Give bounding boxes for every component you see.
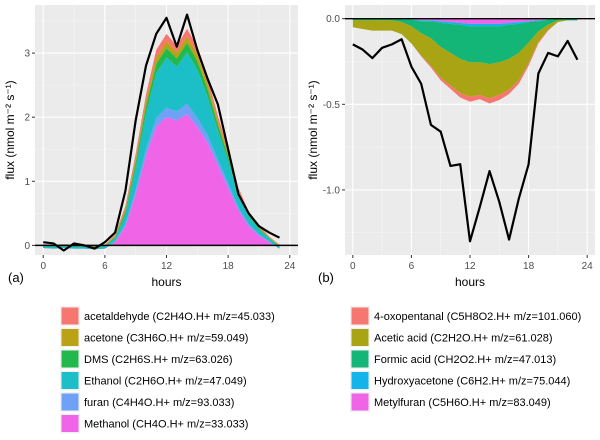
x-tick-label: 18 [223, 261, 235, 272]
area-series-metylfuran [352, 18, 578, 24]
x-tick-label: 12 [464, 261, 476, 272]
total-flux-line [352, 38, 579, 243]
legend-label: 4-oxopentanal (C5H8O2.H+ m/z=101.060) [374, 311, 581, 323]
panel-label: (b) [318, 270, 334, 285]
x-axis-title: hours [455, 275, 485, 289]
y-axis-ticks: 0 1 2 3 [24, 49, 35, 252]
legend-label: Hydroxyacetone (C6H2.H+ m/z=75.044) [374, 376, 570, 388]
x-tick-label: 0 [40, 261, 46, 272]
x-tick-label: 6 [102, 261, 108, 272]
x-axis-title: hours [151, 275, 181, 289]
legend-swatch [61, 307, 79, 325]
x-tick-label: 24 [284, 261, 296, 272]
legend-swatch [61, 415, 79, 432]
legend-swatch [351, 329, 369, 346]
x-tick-label: 0 [350, 261, 356, 272]
area-series-methanol [43, 113, 280, 250]
y-tick-label: 3 [24, 49, 30, 60]
y-tick-label: -1.0 [323, 185, 341, 196]
legend-swatch [61, 350, 79, 368]
y-tick-label: 0.0 [326, 14, 340, 25]
x-tick-label: 12 [161, 261, 173, 272]
legend-label: Acetic acid (C2H2O.H+ m/z=61.028) [374, 333, 553, 345]
y-axis-title: flux (nmol m⁻² s⁻¹) [306, 80, 320, 179]
x-tick-label: 24 [582, 261, 594, 272]
x-axis-ticks: 0 6 12 18 24 [40, 255, 296, 272]
legend-label: Metylfuran (C5H6O.H+ m/z=83.049) [374, 397, 551, 409]
legend-swatch [351, 350, 369, 368]
legend-swatch [351, 393, 369, 411]
area-series-hydroxyacetone [352, 18, 578, 27]
x-axis-ticks: 0 6 12 18 24 [350, 255, 593, 272]
legend-label: DMS (C2H6S.H+ m/z=63.026) [84, 354, 233, 366]
legend-label: acetone (C3H6O.H+ m/z=59.049) [84, 333, 248, 345]
legend-swatch [61, 372, 79, 389]
y-axis-title: flux (nmol m⁻² s⁻¹) [3, 80, 17, 179]
legend-a: acetaldehyde (C2H4O.H+ m/z=45.033) aceton… [60, 306, 275, 434]
legend-label: Ethanol (C2H6O.H+ m/z=47.049) [84, 376, 247, 388]
chart-panel-b: 0 6 12 18 24 0.0 -0.5 -1.0 hours flux (nmol m⁻² s… [306, 5, 595, 289]
y-tick-label: 2 [24, 113, 30, 124]
legend-swatch [61, 393, 79, 411]
x-tick-label: 6 [409, 261, 415, 272]
area-series-ethanol [43, 52, 280, 250]
y-tick-label: -0.5 [323, 100, 341, 111]
area-series-acetic [352, 20, 578, 99]
legend-b: 4-oxopentanal (C5H8O2.H+ m/z=101.060) Ace… [350, 306, 581, 412]
panel-label: (a) [8, 270, 24, 285]
legend-swatch [351, 372, 369, 389]
legend-swatch [61, 329, 79, 346]
legend-label: Methanol (CH4O.H+ m/z=33.033) [84, 419, 248, 431]
y-axis-ticks: 0.0 -0.5 -1.0 [323, 14, 345, 196]
area-series-formic [352, 18, 578, 65]
legend-label: Formic acid (CH2O2.H+ m/z=47.013) [374, 354, 556, 366]
legend-swatch [351, 307, 369, 325]
legend-label: acetaldehyde (C2H4O.H+ m/z=45.033) [84, 311, 275, 323]
y-tick-label: 1 [24, 177, 30, 188]
total-flux-line [43, 13, 280, 252]
x-tick-label: 18 [523, 261, 535, 272]
y-tick-label: 0 [24, 241, 30, 252]
legend-label: furan (C4H4O.H+ m/z=93.033) [84, 397, 234, 409]
